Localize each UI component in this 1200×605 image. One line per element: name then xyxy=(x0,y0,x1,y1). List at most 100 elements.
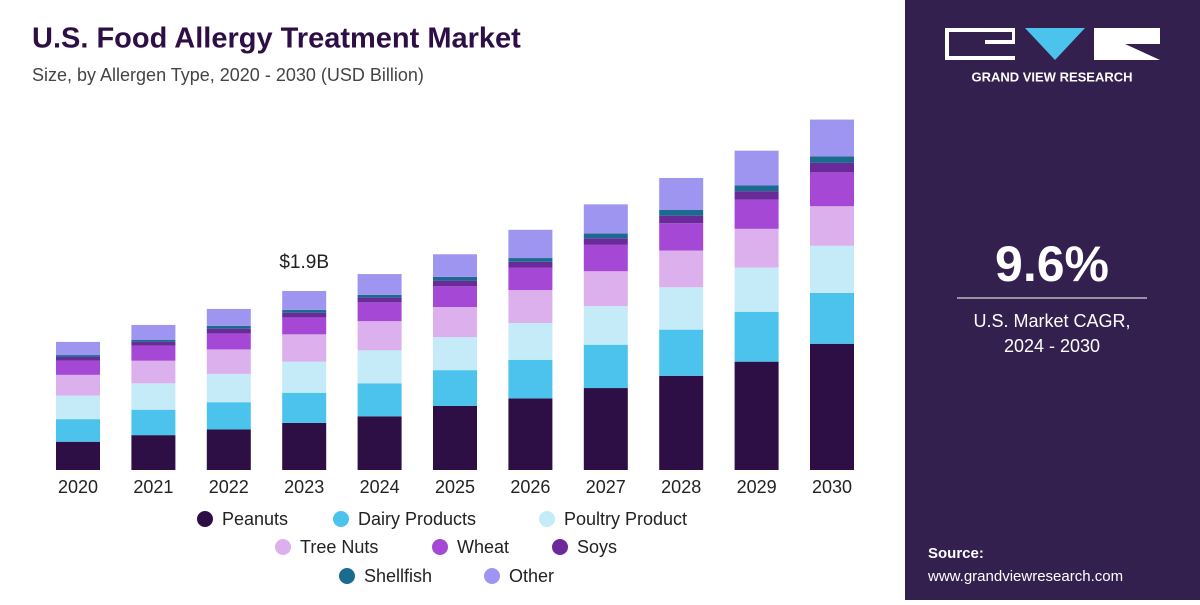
bar-segment xyxy=(659,223,704,251)
bar-segment xyxy=(433,405,477,470)
bar-segment xyxy=(357,416,402,470)
bar-segment xyxy=(583,344,628,389)
bar-segment xyxy=(357,297,402,303)
bar-segment xyxy=(282,392,327,423)
bar-segment xyxy=(206,402,251,430)
bar-segment xyxy=(56,356,100,361)
bar-segment xyxy=(282,422,327,470)
brand: GRAND VIEW RESEARCH xyxy=(971,69,1132,84)
bar-segment xyxy=(583,233,628,239)
x-tick-label: 2022 xyxy=(209,477,249,497)
bar-segment xyxy=(810,292,854,344)
bar-segment xyxy=(659,375,704,470)
bar-segment xyxy=(508,261,553,268)
x-tick-label: 2026 xyxy=(510,477,550,497)
bar-segment xyxy=(508,258,553,262)
bar-segment xyxy=(508,359,553,399)
bar-segment xyxy=(206,325,251,329)
bar-segment xyxy=(56,355,100,357)
bar-segment xyxy=(810,172,854,207)
bar-segment xyxy=(206,308,251,326)
bar-segment xyxy=(810,119,854,157)
bar-segment xyxy=(206,328,251,334)
bar-segment xyxy=(357,274,402,295)
bar-segment xyxy=(206,373,251,403)
bar-segment xyxy=(357,321,402,351)
bar-segment xyxy=(56,374,100,396)
bar-segment xyxy=(583,388,628,470)
bar-segment xyxy=(734,150,779,186)
bar-segment xyxy=(734,199,779,229)
bar-segment xyxy=(433,337,477,371)
bar-segment xyxy=(810,206,854,246)
legend-swatch xyxy=(339,568,355,584)
bar-segment xyxy=(56,360,100,375)
bar-segment xyxy=(659,177,704,211)
bar-segment xyxy=(433,276,477,281)
bar-segment xyxy=(56,395,100,420)
bar-segment xyxy=(206,429,251,470)
x-tick-label: 2020 xyxy=(58,477,98,497)
bar-segment xyxy=(433,370,477,406)
legend-label: Other xyxy=(509,566,554,586)
bar-segment xyxy=(433,254,477,277)
bar-segment xyxy=(206,349,251,374)
bar-segment xyxy=(810,245,854,293)
legend-label: Dairy Products xyxy=(358,509,476,529)
bar-segment xyxy=(508,290,553,324)
side-panel xyxy=(905,0,1200,600)
cagr-label: 2024 - 2030 xyxy=(1004,336,1100,356)
x-tick-label: 2025 xyxy=(435,477,475,497)
legend-label: Tree Nuts xyxy=(300,537,378,557)
x-tick-label: 2029 xyxy=(737,477,777,497)
bar-segment xyxy=(357,302,402,322)
bar-segment xyxy=(734,185,779,192)
annotation: $1.9B xyxy=(279,252,329,273)
legend-label: Soys xyxy=(577,537,617,557)
x-tick-label: 2024 xyxy=(360,477,400,497)
bar-segment xyxy=(583,244,628,272)
legend-swatch xyxy=(552,539,568,555)
bar-segment xyxy=(131,409,176,436)
source-label: Source: xyxy=(928,545,984,562)
bar-segment xyxy=(734,311,779,362)
legend-swatch xyxy=(275,539,291,555)
bar-segment xyxy=(810,343,854,470)
x-tick-label: 2021 xyxy=(133,477,173,497)
logo xyxy=(945,28,1160,60)
source-url: www.grandviewresearch.com xyxy=(927,568,1123,585)
bar-segment xyxy=(56,419,100,442)
bar-segment xyxy=(508,323,553,360)
legend-swatch xyxy=(539,511,555,527)
bar-segment xyxy=(433,286,477,308)
bar-segment xyxy=(131,340,176,342)
bar-segment xyxy=(734,228,779,268)
bar-segment xyxy=(433,280,477,287)
bar-segment xyxy=(583,306,628,345)
bar-segment xyxy=(131,435,176,470)
legend-label: Wheat xyxy=(457,537,509,557)
bar-segment xyxy=(810,162,854,173)
x-tick-label: 2023 xyxy=(284,477,324,497)
bar-segment xyxy=(433,307,477,338)
bar-segment xyxy=(56,341,100,356)
bar-segment xyxy=(659,329,704,376)
legend-label: Shellfish xyxy=(364,566,432,586)
bar-segment xyxy=(282,309,327,313)
x-tick-label: 2030 xyxy=(812,477,852,497)
bar-segment xyxy=(131,383,176,410)
bar-segment xyxy=(583,238,628,245)
bar-segment xyxy=(131,341,176,346)
bar-segment xyxy=(206,333,251,350)
bar-segment xyxy=(282,291,327,310)
bar-segment xyxy=(131,324,176,341)
x-tick-label: 2027 xyxy=(586,477,626,497)
bar-segment xyxy=(357,294,402,298)
legend-label: Peanuts xyxy=(222,509,288,529)
legend-swatch xyxy=(197,511,213,527)
bar-segment xyxy=(282,317,327,335)
legend-label: Poultry Product xyxy=(564,509,687,529)
bar-segment xyxy=(659,210,704,216)
bar-segment xyxy=(508,229,553,259)
